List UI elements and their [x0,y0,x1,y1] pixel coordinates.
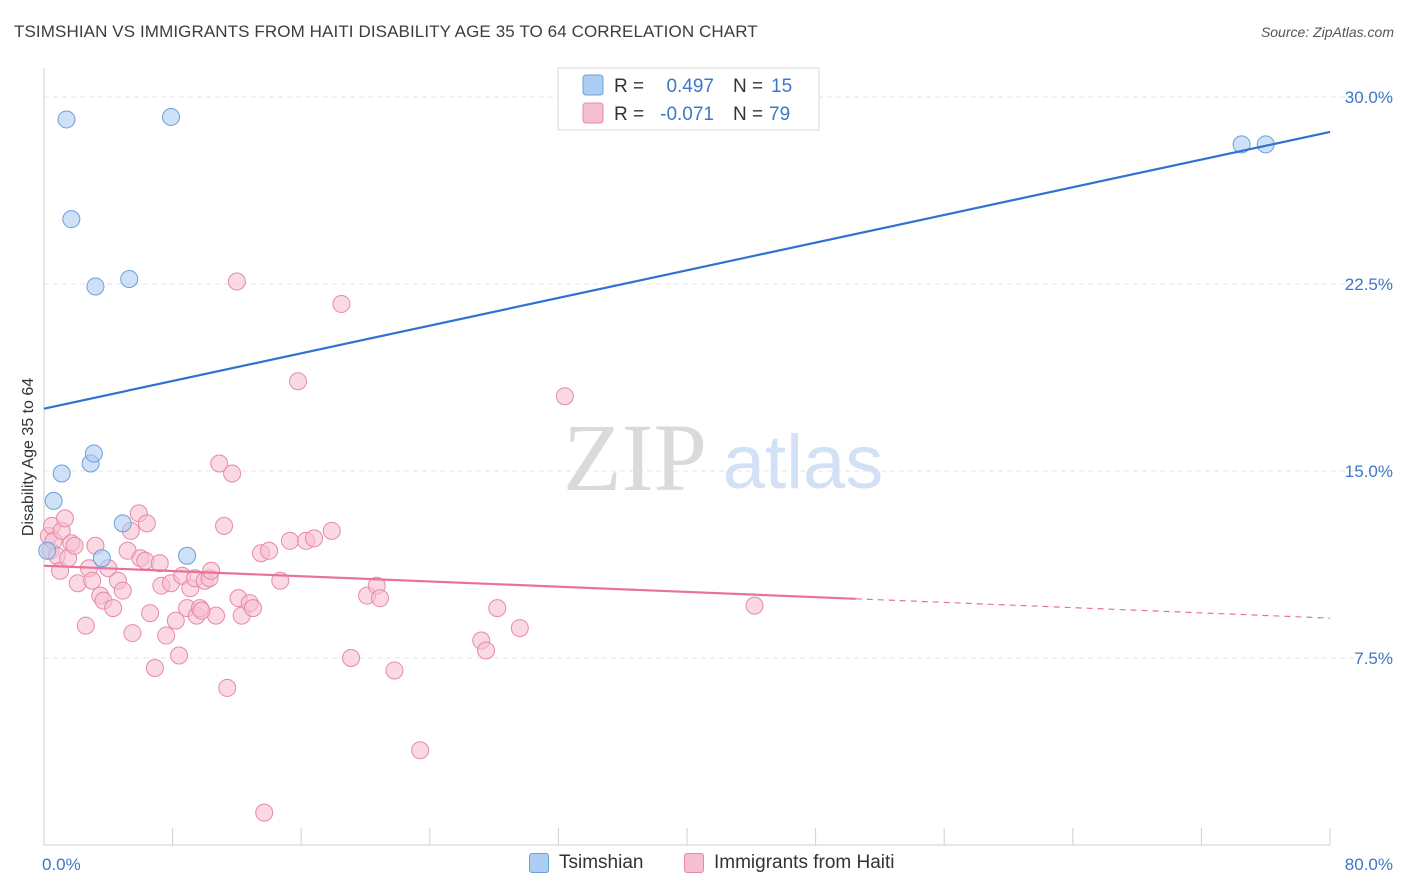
x-tick-label-max: 80.0% [1345,855,1393,874]
data-point-pink [55,509,74,528]
stats-r-label-blue: R = [614,76,644,97]
data-point-pink [260,541,279,560]
data-point-pink [370,589,389,608]
data-point-blue [178,546,197,565]
stats-swatch-pink [582,102,604,124]
trend-line-dashed-pink [855,598,1331,619]
data-point-pink [104,599,123,618]
stats-r-value-blue: 0.497 [666,76,714,97]
watermark-zip: ZIP [563,404,707,511]
data-point-pink [202,561,221,580]
data-point-pink [210,454,229,473]
trend-lines [43,130,1331,619]
data-point-pink [150,554,169,573]
data-point-blue [62,210,81,229]
data-point-blue [1232,135,1251,154]
data-point-blue [113,514,132,533]
legend-label-tsimshian: Tsimshian [559,852,644,873]
data-point-pink [223,464,242,483]
series-tsimshian [38,107,1275,568]
data-point-blue [161,107,180,126]
data-point-pink [166,611,185,630]
data-point-blue [86,277,105,296]
data-point-blue [84,444,103,463]
data-point-pink [157,626,176,645]
y-tick-labels: 7.5% 15.0% 22.5% 30.0% [1345,88,1393,668]
data-point-pink [555,387,574,406]
data-point-pink [510,619,529,638]
stats-n-value-pink: 79 [769,104,790,125]
stats-n-value-blue: 15 [771,76,792,97]
trend-line-blue [43,130,1331,410]
legend-swatch-pink [684,853,704,873]
data-point-pink [243,599,262,618]
stats-n-label-blue: N = [733,76,763,97]
series-legend: Tsimshian Immigrants from Haiti [0,852,1406,878]
legend-item-haiti: Immigrants from Haiti [684,852,895,874]
stats-legend: R = 0.497 N = 15 R = -0.071 N = 79 [557,67,820,131]
stats-r-label-pink: R = [614,104,644,125]
trend-line-pink [43,564,856,600]
stats-swatch-blue [582,74,604,96]
data-point-pink [83,571,102,590]
data-point-pink [170,646,189,665]
data-point-pink [218,678,237,697]
data-point-pink [145,658,164,677]
data-point-pink [288,372,307,391]
data-point-pink [411,741,430,760]
x-tick-label-min: 0.0% [42,855,81,874]
watermark: ZIP atlas [563,404,883,511]
data-point-blue [52,464,71,483]
data-point-pink [477,641,496,660]
data-point-pink [113,581,132,600]
data-point-pink [192,601,211,620]
data-point-blue [44,491,63,510]
data-point-pink [141,604,160,623]
data-point-pink [65,536,84,555]
data-point-pink [745,596,764,615]
data-point-pink [123,624,142,643]
legend-item-tsimshian: Tsimshian [529,852,643,874]
data-point-blue [57,110,76,129]
data-point-pink [137,514,156,533]
watermark-atlas: atlas [723,420,884,505]
data-point-pink [342,649,361,667]
data-point-pink [280,531,299,550]
y-tick-label: 22.5% [1345,275,1393,294]
source-credit: Source: ZipAtlas.com [1260,24,1394,40]
stats-n-label-pink: N = [733,104,763,125]
data-point-pink [322,521,341,540]
data-point-blue [92,549,111,568]
data-point-pink [305,529,324,548]
y-tick-label: 15.0% [1345,462,1393,481]
series-immigrants-from-haiti [39,272,764,822]
legend-swatch-blue [529,853,549,873]
data-point-pink [227,272,246,291]
data-point-pink [385,661,404,680]
stats-r-value-pink: -0.071 [660,104,714,125]
data-point-pink [76,616,95,635]
y-axis-label: Disability Age 35 to 64 [20,378,37,536]
data-point-pink [215,516,234,535]
data-point-pink [255,803,274,822]
y-tick-label: 30.0% [1345,88,1393,107]
chart-title: TSIMSHIAN VS IMMIGRANTS FROM HAITI DISAB… [14,22,758,41]
legend-label-haiti: Immigrants from Haiti [714,852,895,873]
y-tick-label: 7.5% [1354,649,1393,668]
data-point-blue [38,541,57,560]
data-point-blue [120,270,139,289]
axes [43,68,1331,846]
data-point-pink [488,599,507,618]
data-point-pink [332,294,351,313]
